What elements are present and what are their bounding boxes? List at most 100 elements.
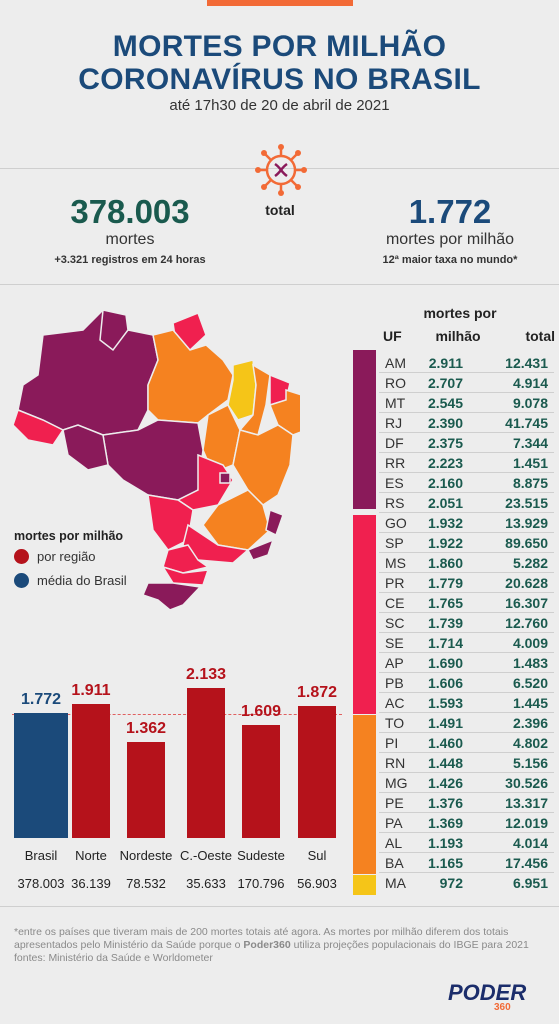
table-row-divider	[379, 752, 554, 753]
table-cell-uf: AM	[385, 355, 406, 371]
table-cell-uf: AP	[385, 655, 404, 671]
table-row-al: AL 1.193 4.014	[379, 833, 554, 853]
table-row-mt: MT 2.545 9.078	[379, 393, 554, 413]
per-million-note: 12ª maior taxa no mundo*	[382, 254, 518, 266]
legend-item-brasil: média do Brasil	[14, 573, 127, 588]
table-row-divider	[379, 712, 554, 713]
map-state-ac	[12, 409, 65, 446]
table-row-divider	[379, 672, 554, 673]
table-cell-uf: TO	[385, 715, 405, 731]
tier-bar-orange	[353, 715, 376, 874]
table-row-divider	[379, 732, 554, 733]
footnote: *entre os países que tiveram mais de 200…	[14, 926, 534, 965]
map-state-go	[176, 453, 234, 511]
legend-label-region: por região	[37, 549, 96, 564]
table-row-divider	[379, 652, 554, 653]
bar-category-label: Sudeste	[237, 848, 285, 863]
table-cell-uf: DF	[385, 435, 404, 451]
bar-value-label: 1.609	[240, 702, 282, 720]
table-row-divider	[379, 452, 554, 453]
table-cell-uf: AL	[385, 835, 403, 851]
table-cell-total: 4.009	[512, 635, 548, 651]
table-cell-uf: MA	[385, 875, 406, 891]
tier-bar-purple	[353, 350, 376, 509]
deaths-label: mortes	[105, 231, 155, 248]
table-cell-uf: SC	[385, 615, 405, 631]
bar-category-label: Brasil	[24, 848, 58, 863]
table-row-divider	[379, 792, 554, 793]
table-cell-total: 7.344	[512, 435, 548, 451]
legend-label-brasil: média do Brasil	[37, 573, 127, 588]
table-cell-per-million: 1.860	[427, 555, 463, 571]
table-row-df: DF 2.375 7.344	[379, 433, 554, 453]
bar-nordeste	[127, 742, 165, 838]
table-cell-total: 12.019	[505, 815, 548, 831]
table-row-ap: AP 1.690 1.483	[379, 653, 554, 673]
map-region-north-west	[17, 309, 159, 436]
table-row-pa: PA 1.369 12.019	[379, 813, 554, 833]
bar-total-label: 56.903	[297, 876, 337, 891]
table-row-ba: BA 1.165 17.456	[379, 853, 554, 873]
table-cell-per-million: 1.779	[427, 575, 463, 591]
table-cell-total: 1.483	[512, 655, 548, 671]
table-cell-total: 17.456	[505, 855, 548, 871]
bar-sudeste	[242, 724, 280, 838]
map-state-sc	[161, 565, 210, 586]
table-row-se: SE 1.714 4.009	[379, 633, 554, 653]
map-state-es	[265, 508, 284, 537]
table-cell-uf: RS	[385, 495, 405, 511]
footnote-sources: fontes: Ministério da Saúde e Worldomete…	[14, 952, 213, 964]
table-cell-per-million: 1.426	[427, 775, 463, 791]
table-cell-total: 12.760	[505, 615, 548, 631]
table-cell-uf: BA	[385, 855, 404, 871]
table-cell-uf: PB	[385, 675, 404, 691]
table-row-ac: AC 1.593 1.445	[379, 693, 554, 713]
table-row-pe: PE 1.376 13.317	[379, 793, 554, 813]
table-cell-uf: RN	[385, 755, 406, 771]
table-row-sp: SP 1.922 89.650	[379, 533, 554, 553]
table-row-divider	[379, 812, 554, 813]
bar-total-label: 35.633	[186, 876, 226, 891]
bar-category-label: Norte	[75, 848, 107, 863]
table-cell-per-million: 1.369	[427, 815, 463, 831]
bar-category-label: Sul	[307, 848, 327, 863]
table-cell-uf: RR	[385, 455, 406, 471]
table-cell-per-million: 2.051	[427, 495, 463, 511]
table-row-divider	[379, 552, 554, 553]
table-row-rj: RJ 2.390 41.745	[379, 413, 554, 433]
divider-bottom	[0, 906, 559, 907]
table-row-rr: RR 2.223 1.451	[379, 453, 554, 473]
table-cell-uf: GO	[385, 515, 407, 531]
table-cell-total: 23.515	[505, 495, 548, 511]
bar-total-label: 36.139	[71, 876, 111, 891]
table-cell-total: 30.526	[505, 775, 548, 791]
table-header-total: total	[525, 328, 555, 344]
table-cell-total: 5.282	[512, 555, 548, 571]
table-cell-uf: ES	[385, 475, 404, 491]
per-million-value: 1.772	[408, 193, 492, 230]
legend-swatch-brasil	[14, 573, 29, 588]
table-cell-per-million: 2.911	[428, 355, 463, 371]
brasil-average-reference-line	[12, 714, 342, 715]
table-row-divider	[379, 372, 554, 373]
table-cell-uf: RO	[385, 375, 406, 391]
map-state-ma	[227, 359, 257, 421]
bar-norte	[72, 703, 110, 838]
legend-title: mortes por milhão	[14, 529, 124, 543]
table-row-divider	[379, 612, 554, 613]
map-state-ro	[62, 424, 109, 471]
map-state-rr	[99, 309, 129, 352]
table-row-divider	[379, 512, 554, 513]
table-row-rs: RS 2.051 23.515	[379, 493, 554, 513]
table-row-divider	[379, 592, 554, 593]
table-cell-total: 13.929	[505, 515, 548, 531]
footnote-brand: Poder360	[243, 939, 291, 951]
table-cell-total: 5.156	[512, 755, 548, 771]
legend-swatch-region	[14, 549, 29, 564]
table-cell-uf: PI	[385, 735, 399, 751]
table-cell-total: 9.078	[512, 395, 548, 411]
table-cell-total: 2.396	[512, 715, 548, 731]
map-state-mg	[202, 489, 271, 551]
brazil-states-map	[12, 309, 300, 610]
table-cell-total: 20.628	[505, 575, 548, 591]
